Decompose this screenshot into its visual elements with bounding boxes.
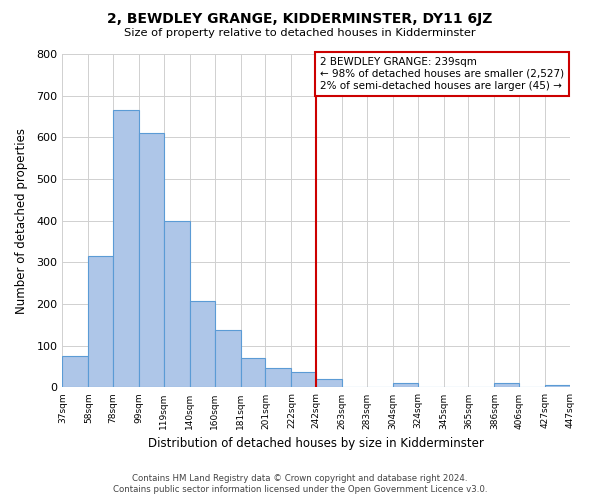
Bar [88,256,113,388]
Bar [164,220,190,388]
Bar [241,358,265,388]
X-axis label: Distribution of detached houses by size in Kidderminster: Distribution of detached houses by size … [148,437,484,450]
Y-axis label: Number of detached properties: Number of detached properties [15,128,28,314]
Text: 2, BEWDLEY GRANGE, KIDDERMINSTER, DY11 6JZ: 2, BEWDLEY GRANGE, KIDDERMINSTER, DY11 6… [107,12,493,26]
Bar [62,356,88,388]
Bar [190,301,215,388]
Bar [494,384,519,388]
Bar [393,384,418,388]
Text: 2 BEWDLEY GRANGE: 239sqm
← 98% of detached houses are smaller (2,527)
2% of semi: 2 BEWDLEY GRANGE: 239sqm ← 98% of detach… [320,58,564,90]
Bar [265,368,292,388]
Bar [545,386,570,388]
Bar [215,330,241,388]
Bar [139,133,164,388]
Bar [113,110,139,388]
Bar [292,372,316,388]
Text: Contains HM Land Registry data © Crown copyright and database right 2024.
Contai: Contains HM Land Registry data © Crown c… [113,474,487,494]
Bar [316,379,342,388]
Text: Size of property relative to detached houses in Kidderminster: Size of property relative to detached ho… [124,28,476,38]
